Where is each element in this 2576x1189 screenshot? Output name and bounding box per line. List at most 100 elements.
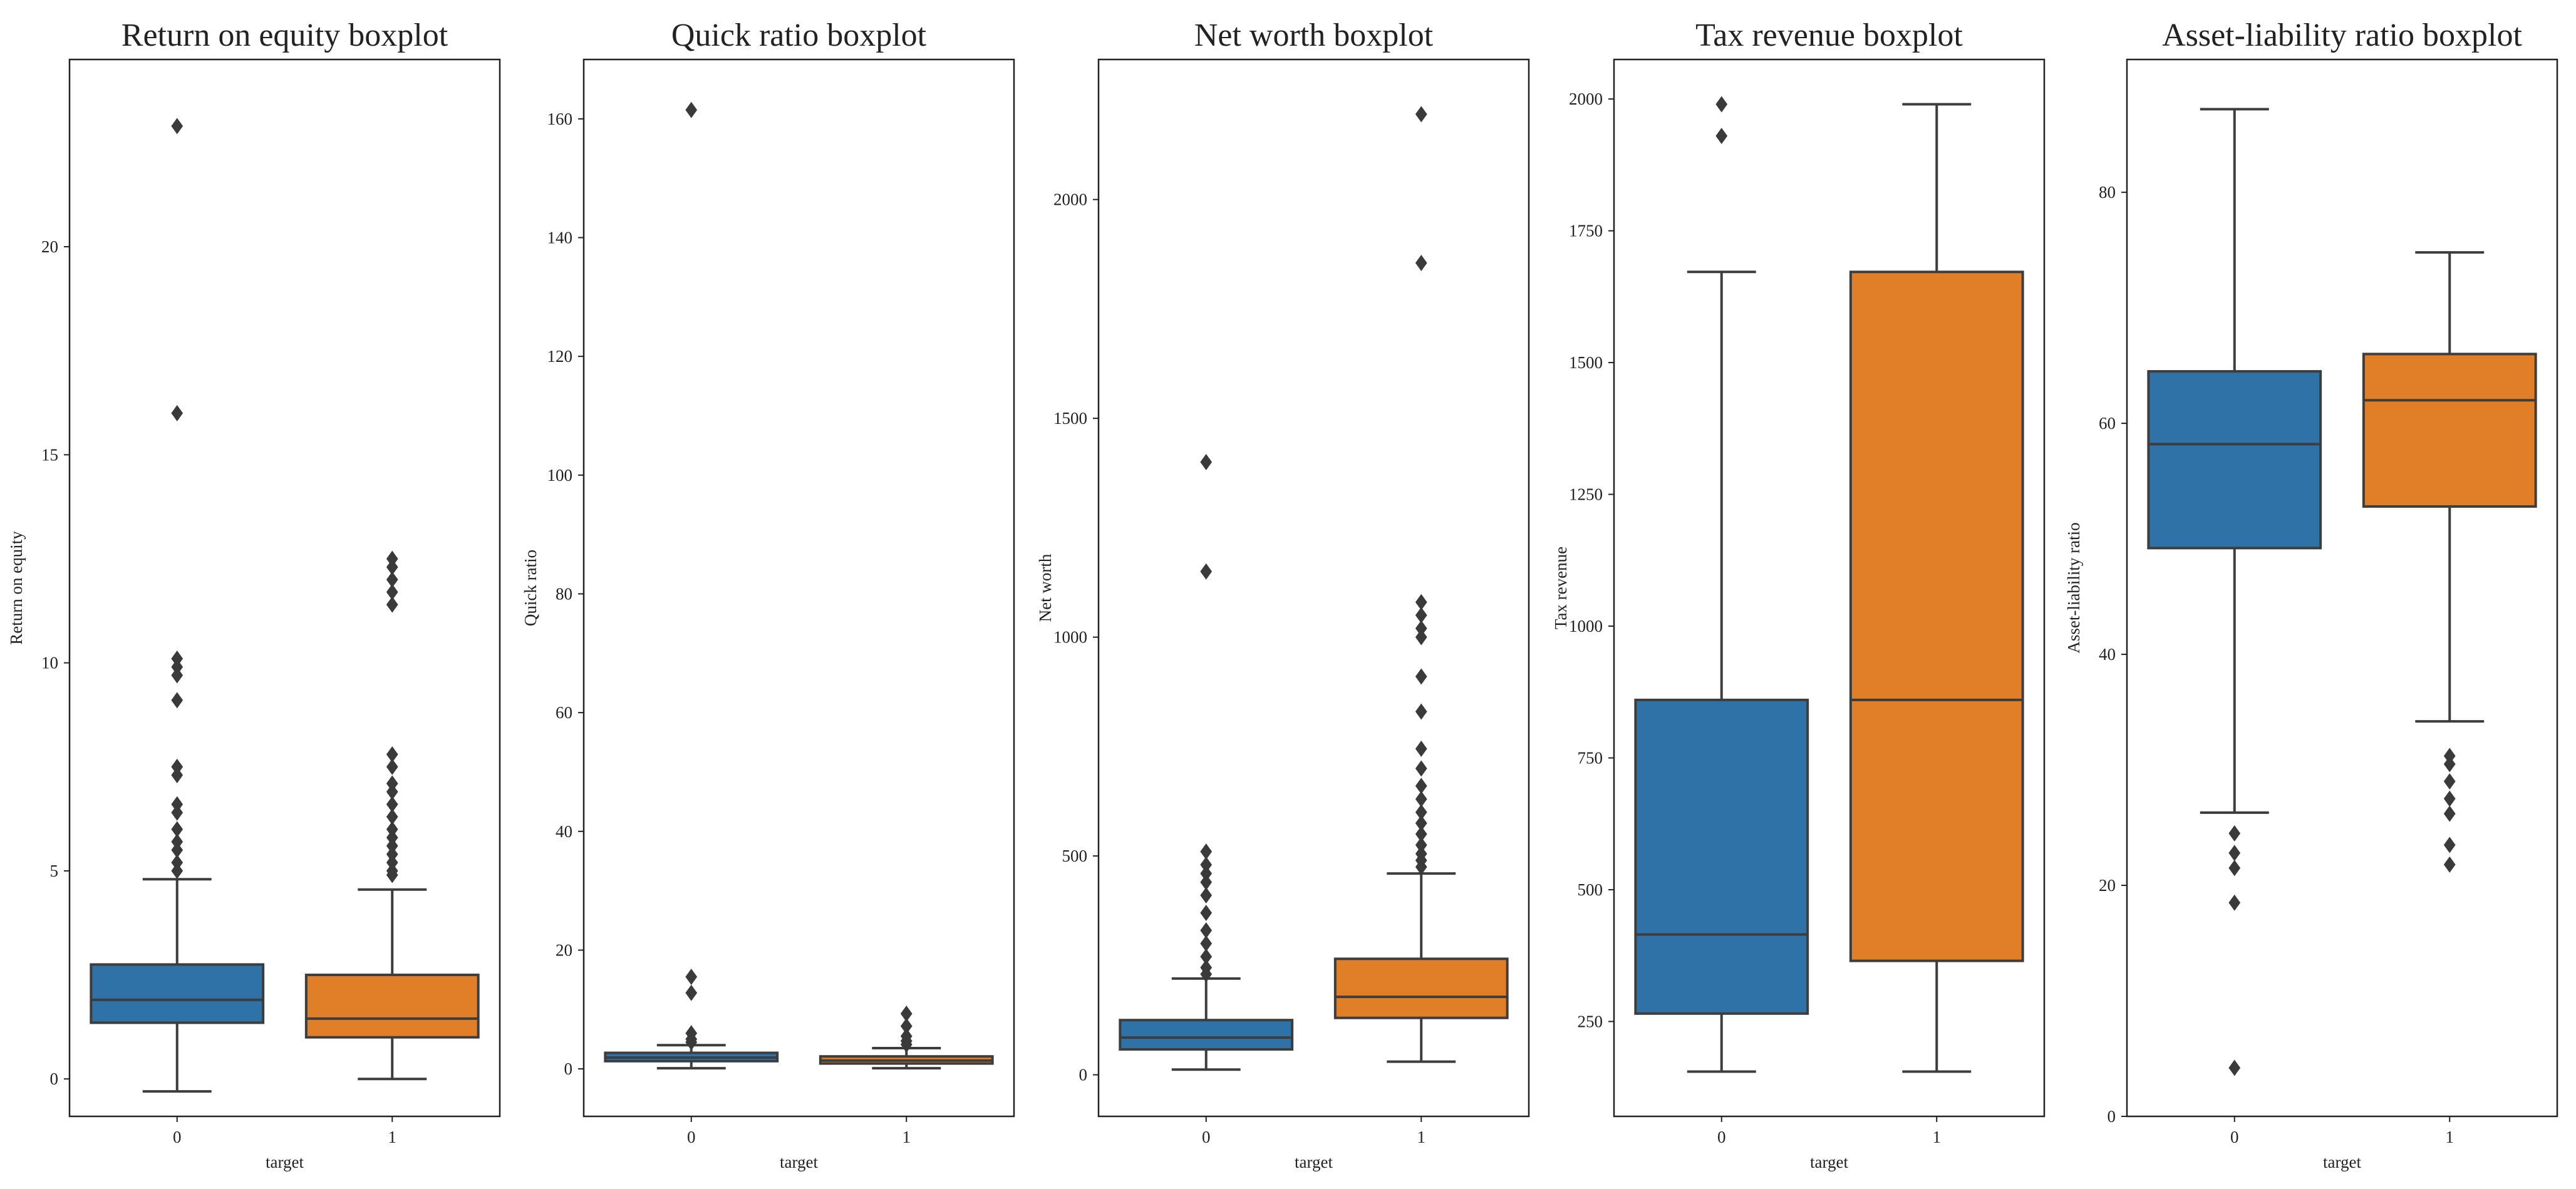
outlier-point: [1415, 620, 1427, 637]
chart-title: Tax revenue boxplot: [1695, 18, 1963, 53]
y-tick-label: 60: [2099, 414, 2116, 433]
y-tick-label: 1500: [1569, 353, 1603, 372]
y-tick-label: 500: [1062, 847, 1088, 865]
outlier-point: [386, 829, 398, 846]
chart-title: Asset-liability ratio boxplot: [2162, 18, 2522, 53]
x-axis-label: target: [1295, 1153, 1333, 1171]
outlier-point: [2443, 805, 2456, 822]
outlier-point: [1415, 607, 1427, 624]
y-tick-label: 40: [2099, 645, 2116, 664]
y-tick-label: 1750: [1569, 222, 1603, 240]
outlier-point: [1200, 887, 1213, 904]
outlier-point: [685, 984, 698, 1001]
plot-frame: [582, 58, 1015, 1118]
box-group-0: [90, 118, 265, 1093]
outlier-point: [171, 796, 184, 813]
iqr-box: [1119, 1019, 1294, 1051]
y-tick-label: 15: [41, 445, 58, 464]
y-tick-label: 40: [556, 822, 572, 841]
outlier-point: [171, 659, 184, 676]
y-tick-label: 1000: [1053, 628, 1087, 647]
y-tick-label: 100: [547, 466, 573, 485]
chart-title: Return on equity boxplot: [122, 18, 448, 53]
x-tick-label: 1: [903, 1128, 911, 1146]
outlier-point: [2443, 856, 2456, 873]
outlier-point: [1415, 815, 1427, 831]
plot-frame: [1097, 58, 1530, 1118]
outlier-point: [1200, 922, 1213, 939]
outlier-point: [386, 838, 398, 855]
outlier-point: [1415, 594, 1427, 610]
y-tick-label: 0: [2108, 1107, 2116, 1126]
outlier-point: [2228, 860, 2241, 877]
y-tick-label: 1500: [1053, 409, 1087, 428]
outlier-point: [2443, 756, 2456, 773]
y-tick-label: 5: [50, 862, 59, 880]
outlier-point: [685, 101, 698, 118]
iqr-box: [1333, 957, 1509, 1019]
iqr-box: [1634, 698, 1809, 1015]
outlier-point: [1200, 904, 1213, 921]
y-tick-label: 140: [547, 228, 573, 247]
y-tick-label: 80: [556, 584, 572, 603]
outlier-point: [1715, 128, 1728, 145]
outlier-point: [1200, 563, 1213, 580]
outlier-point: [1415, 106, 1427, 123]
outlier-point: [685, 969, 698, 986]
outlier-point: [900, 1017, 913, 1034]
outlier-point: [1415, 703, 1427, 720]
outlier-point: [1415, 668, 1427, 685]
outlier-point: [171, 692, 184, 709]
iqr-box: [2362, 353, 2537, 508]
box-group-0: [1119, 454, 1294, 1071]
outlier-point: [386, 571, 398, 588]
outlier-point: [1200, 948, 1213, 965]
outlier-point: [1415, 778, 1427, 795]
outlier-point: [2443, 836, 2456, 853]
outlier-point: [171, 862, 184, 879]
outlier-point: [2228, 845, 2241, 862]
box-group-1: [819, 1005, 994, 1070]
outlier-point: [386, 550, 398, 567]
x-axis-label: target: [780, 1153, 818, 1171]
box-group-0: [604, 101, 779, 1070]
outlier-point: [171, 767, 184, 784]
outlier-point: [900, 1005, 913, 1022]
plot-frame: [2126, 58, 2558, 1118]
outlier-point: [386, 796, 398, 813]
outlier-point: [171, 667, 184, 684]
outlier-point: [1200, 857, 1213, 873]
x-tick-label: 0: [2230, 1128, 2239, 1146]
y-tick-label: 1250: [1569, 485, 1603, 504]
y-tick-label: 2000: [1053, 190, 1087, 209]
y-axis-label: Net worth: [1036, 553, 1055, 622]
panel-4: Tax revenue boxplot 250 500 750 1000 1250 1500…: [1551, 18, 2046, 1171]
outlier-point: [386, 775, 398, 792]
plot-frame: [1613, 58, 2046, 1118]
outlier-point: [171, 842, 184, 858]
y-tick-label: 10: [41, 654, 58, 672]
y-axis-label: Return on equity: [7, 531, 26, 645]
outlier-point: [171, 758, 184, 775]
outlier-point: [1415, 804, 1427, 821]
y-axis-label: Tax revenue: [1551, 547, 1570, 629]
y-tick-label: 500: [1578, 880, 1603, 899]
outlier-point: [685, 1034, 698, 1051]
x-tick-label: 1: [2446, 1128, 2454, 1146]
outlier-point: [171, 821, 184, 838]
chart-title: Quick ratio boxplot: [671, 18, 927, 53]
y-axis-label: Asset-liability ratio: [2064, 522, 2083, 653]
y-tick-label: 20: [556, 940, 572, 959]
x-tick-label: 0: [1717, 1128, 1726, 1146]
outlier-point: [900, 1036, 913, 1053]
x-tick-label: 1: [1933, 1128, 1942, 1146]
outlier-point: [386, 783, 398, 800]
x-axis-label: target: [266, 1153, 304, 1171]
outlier-point: [171, 404, 184, 421]
outlier-point: [2228, 894, 2241, 911]
outlier-point: [171, 650, 184, 667]
x-tick-label: 1: [388, 1128, 397, 1146]
y-axis-label: Quick ratio: [521, 550, 540, 626]
x-tick-label: 0: [173, 1128, 182, 1146]
